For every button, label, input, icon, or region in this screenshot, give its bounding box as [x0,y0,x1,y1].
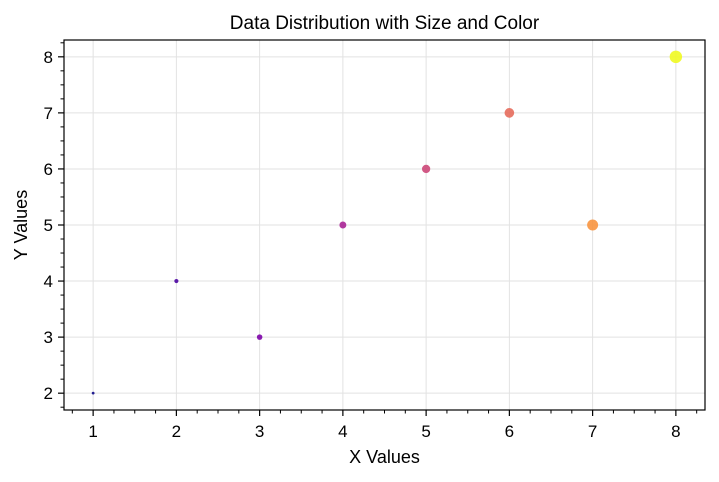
y-tick-label: 3 [44,328,53,347]
y-axis-label: Y Values [11,190,31,260]
scatter-point [669,50,683,64]
x-tick-label: 1 [88,422,97,441]
y-tick-label: 6 [44,160,53,179]
scatter-point [421,164,431,174]
data-points [91,50,683,395]
scatter-point [339,221,347,229]
y-tick-label: 5 [44,216,53,235]
grid-lines [64,40,705,410]
chart-title: Data Distribution with Size and Color [230,13,540,34]
x-tick-label: 5 [421,422,430,441]
x-tick-label: 3 [255,422,264,441]
x-tick-label: 2 [172,422,181,441]
x-tick-label: 7 [588,422,597,441]
scatter-point [504,108,515,118]
x-tick-label: 8 [671,422,680,441]
axis-ticks: 1 2 3 4 5 6 7 8 2 3 4 5 6 7 8 [44,42,698,441]
scatter-point [91,391,95,395]
x-tick-label: 4 [338,422,347,441]
y-tick-label: 4 [44,272,53,291]
x-tick-label: 6 [505,422,514,441]
scatter-point [174,278,179,284]
scatter-point [587,219,599,231]
y-tick-label: 7 [44,104,53,123]
y-tick-label: 2 [44,384,53,403]
y-tick-label: 8 [44,48,53,67]
scatter-point [256,334,263,340]
x-axis-label: X Values [349,447,420,467]
